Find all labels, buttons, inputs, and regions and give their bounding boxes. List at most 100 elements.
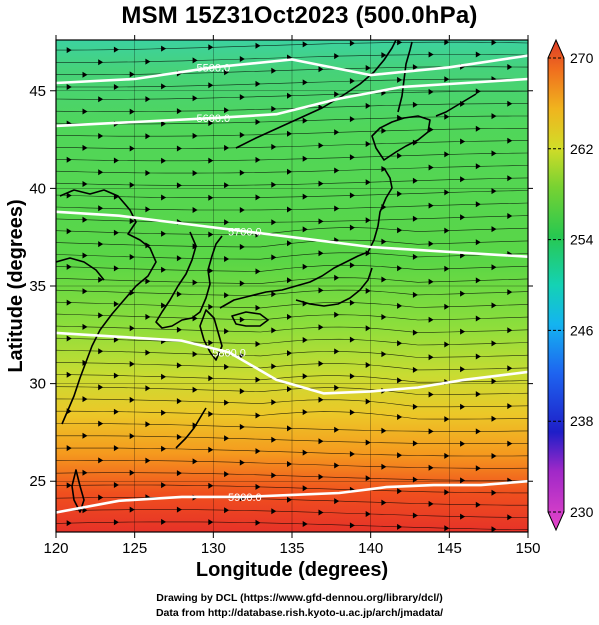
wind-arrow [444,525,450,532]
wind-arrow [349,154,355,161]
wind-arrow [444,189,450,196]
wind-arrow [318,396,324,403]
wind-arrow [129,361,135,367]
wind-arrow [98,96,104,103]
colorbar-tick-label: 262 [570,141,594,157]
wind-arrow [444,113,450,120]
x-tick-label: 150 [515,540,540,557]
wind-arrow [82,144,88,151]
wind-arrow [397,265,403,272]
wind-arrow [161,373,167,380]
wind-arrow [334,167,340,174]
wind-arrow [381,499,387,506]
wind-arrow [145,313,151,320]
wind-arrow [302,485,308,492]
wind-arrow [334,462,340,469]
wind-arrow [98,276,104,283]
wind-arrow [255,194,261,201]
wind-arrow [224,256,230,262]
wind-arrow [255,119,261,125]
wind-arrow [113,301,119,307]
wind-arrow [397,488,403,495]
map-figure: 5500.0 5600.0 5700.0 5800.0 5900.0 120 125 130… [5,35,594,581]
wind-arrow [397,377,403,384]
wind-arrow [287,350,292,357]
wind-arrow [412,440,418,447]
wind-arrow [98,420,104,427]
wind-arrow [271,143,277,150]
wind-arrow [318,66,324,73]
wind-arrow [176,145,182,152]
wind-arrow [161,194,167,201]
y-tick-label: 25 [29,473,46,490]
wind-arrow [255,304,261,311]
wind-arrow [287,240,292,247]
x-tick-label: 125 [122,540,147,557]
wind-arrow [176,182,182,189]
wind-arrow [113,408,119,415]
wind-arrow [507,440,513,447]
wind-arrow [208,411,214,417]
credit-data-source: Data from http://database.rish.kyoto-u.a… [155,607,444,619]
wind-arrow [82,252,88,259]
wind-arrow [255,412,261,419]
wind-arrow [491,188,497,195]
wind-arrow [507,100,513,107]
wind-arrow [302,226,308,233]
wind-arrow [412,512,418,519]
wind-arrow [491,415,497,422]
wind-arrow [460,366,466,373]
wind-arrow [460,290,466,297]
wind-arrow [113,519,119,526]
wind-arrow [224,182,230,189]
height-contour-label: 5500.0 [197,62,231,74]
wind-arrow [224,292,230,299]
wind-arrow [349,116,355,123]
wind-arrow [491,340,497,347]
wind-arrow [113,84,119,90]
wind-arrow [491,113,497,120]
wind-arrow [224,144,230,151]
wind-arrow [334,129,340,136]
wind-arrow [271,472,277,479]
wind-arrow [428,464,434,471]
wind-arrow [208,194,214,201]
wind-arrow [129,218,135,225]
wind-arrow [381,351,387,358]
wind-arrow [113,46,119,53]
wind-arrow [176,506,182,513]
wind-arrow [491,150,497,157]
height-contour-line [56,479,528,514]
wind-arrow [255,519,261,526]
wind-arrow [460,214,466,221]
wind-arrow [208,339,214,346]
wind-arrow [66,228,72,235]
wind-arrow [271,436,277,443]
height-contour-line [56,54,528,85]
wind-arrow [491,264,497,271]
wind-arrow [349,40,355,47]
wind-arrow [412,177,418,184]
wind-arrow [428,51,434,58]
colorbar-body [547,38,565,532]
wind-arrow [145,385,151,392]
wind-arrow [176,255,182,262]
wind-arrow [491,489,497,496]
wind-arrow [460,513,466,520]
wind-arrow [161,157,167,164]
wind-arrow [224,435,230,442]
colorbar-tick-label: 230 [570,504,594,520]
wind-arrow [444,341,450,348]
wind-arrow [239,94,245,101]
wind-arrow [161,45,167,52]
wind-arrow [98,348,104,355]
wind-arrow [224,507,230,514]
wind-arrow [145,170,151,176]
wind-arrow [318,473,324,480]
wind-arrow [334,498,340,505]
wind-arrow [491,226,497,233]
wind-arrow [145,206,151,213]
wind-arrow [255,341,261,347]
wind-arrow [318,218,324,225]
wind-arrow [129,182,135,188]
